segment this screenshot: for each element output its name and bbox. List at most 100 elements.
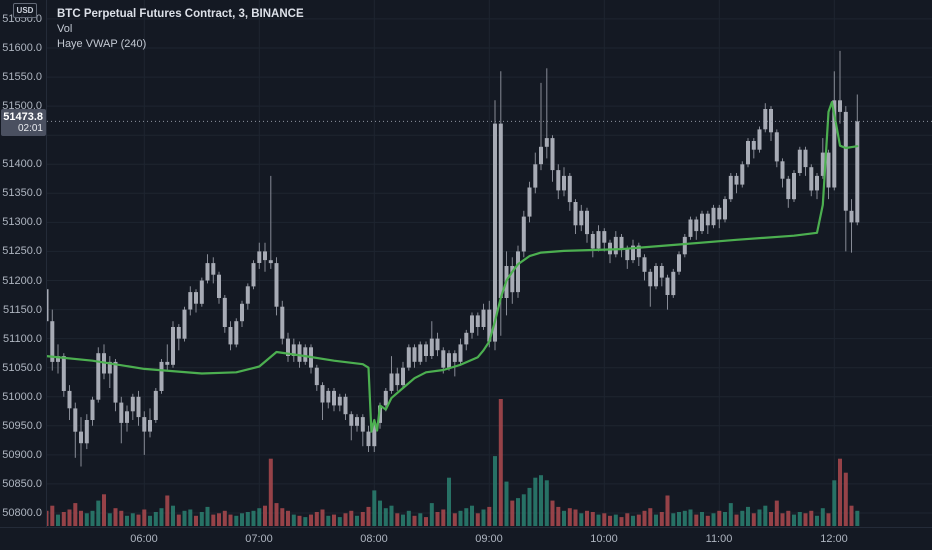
volume-bar	[257, 508, 262, 526]
time-axis[interactable]: 06:00 07:00 08:00 09:00 10:00 11:00 12:00	[0, 527, 932, 550]
volume-bar	[90, 510, 95, 526]
volume-bar	[763, 505, 768, 526]
candle	[395, 373, 400, 386]
candle	[625, 248, 630, 261]
volume-bar	[734, 514, 739, 526]
candle	[493, 123, 497, 342]
volume-bar	[728, 503, 733, 526]
candle	[573, 202, 578, 226]
volume-bar	[562, 510, 566, 526]
price-axis[interactable]: 50800.0 50850.0 50900.0 50950.0 51000.0 51050…	[0, 0, 47, 527]
candle	[475, 315, 480, 327]
volume-bar	[119, 510, 124, 526]
candle	[73, 408, 78, 432]
candle	[84, 420, 89, 444]
volume-bar	[849, 505, 854, 526]
volume-bar	[378, 500, 382, 526]
candle	[234, 321, 239, 345]
candle	[268, 260, 273, 264]
candle	[481, 309, 486, 327]
volume-bar	[705, 515, 710, 526]
volume-bar	[585, 510, 589, 526]
price-tick-label: 51550.0	[2, 71, 42, 83]
candle	[757, 129, 762, 150]
time-tick-label: 09:00	[475, 533, 503, 545]
candle	[786, 178, 791, 200]
volume-bar	[274, 503, 279, 526]
candle	[67, 390, 72, 409]
volume-bar	[79, 510, 83, 526]
candle	[458, 344, 463, 362]
volume-bar	[263, 505, 267, 526]
volume-bar	[740, 510, 745, 526]
volume-bar	[56, 514, 60, 526]
volume-bar	[429, 503, 434, 526]
volume-bar	[228, 514, 233, 526]
volume-bar	[412, 515, 417, 526]
indicator-volume-label[interactable]: Vol	[57, 23, 73, 35]
candle	[723, 199, 727, 220]
candle	[631, 245, 635, 261]
volume-bar	[625, 513, 630, 526]
candle	[677, 254, 681, 272]
volume-bar	[504, 481, 509, 527]
volume-bar	[61, 512, 66, 526]
candle	[550, 138, 555, 171]
bar-countdown: 02:01	[17, 123, 43, 134]
candle	[125, 411, 129, 423]
indicator-vwap-label[interactable]: Haye VWAP (240)	[57, 38, 147, 50]
candle	[372, 422, 377, 447]
candle	[418, 344, 423, 362]
volume-bar	[211, 514, 216, 526]
candle	[366, 431, 371, 447]
volume-bar	[50, 505, 55, 526]
volume-bar	[96, 500, 101, 526]
candle	[705, 213, 710, 226]
symbol-title[interactable]: BTC Perpetual Futures Contract, 3, BINAN…	[57, 8, 304, 20]
volume-bar	[176, 514, 181, 526]
volume-bar	[579, 513, 584, 526]
volume-bar	[648, 508, 653, 526]
candle	[769, 109, 773, 133]
volume-bar	[487, 506, 492, 526]
candle	[700, 213, 704, 232]
price-tick-label: 51050.0	[2, 362, 42, 374]
volume-bar	[843, 472, 848, 526]
price-tick-label: 50800.0	[2, 507, 42, 519]
currency-toggle-usd[interactable]: USD	[13, 3, 37, 18]
chart-legend: BTC Perpetual Futures Contract, 3, BINAN…	[57, 7, 304, 52]
candle	[539, 146, 543, 165]
candle	[849, 210, 854, 223]
volume-bar	[539, 475, 543, 526]
candle	[665, 277, 670, 295]
volume-bar	[251, 510, 256, 526]
candle	[654, 266, 658, 287]
candle	[447, 353, 451, 368]
candle	[613, 236, 618, 255]
volume-bar	[309, 514, 313, 526]
candle	[734, 175, 739, 185]
candle	[470, 315, 474, 333]
candle	[516, 251, 520, 293]
candle	[142, 417, 147, 432]
volume-bar	[786, 510, 791, 526]
volume-bar	[314, 512, 319, 526]
current-price-value: 51473.8	[3, 111, 43, 123]
candle	[826, 152, 831, 188]
volume-bar	[401, 514, 405, 526]
volume-bar	[688, 509, 693, 526]
volume-bar	[527, 487, 532, 526]
price-tick-label: 51000.0	[2, 391, 42, 403]
candle	[682, 236, 687, 255]
price-tick-label: 51600.0	[2, 42, 42, 54]
volume-bar	[774, 500, 779, 526]
candle	[855, 121, 860, 223]
candle	[843, 111, 848, 211]
candle	[113, 361, 118, 403]
volume-bar	[337, 517, 342, 526]
volume-bar	[757, 509, 762, 526]
price-tick-label: 51100.0	[3, 333, 42, 345]
candle	[349, 414, 354, 426]
